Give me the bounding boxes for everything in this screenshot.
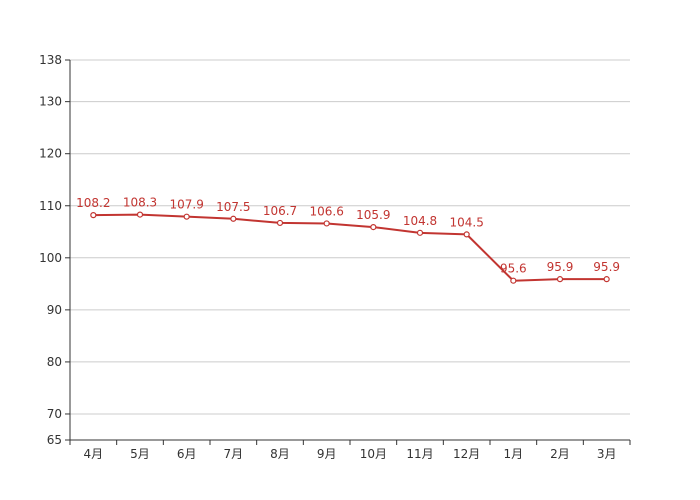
data-point <box>136 211 144 218</box>
x-tick-label: 4月 <box>84 447 104 461</box>
data-point <box>323 220 330 227</box>
y-tick-label: 80 <box>47 355 62 369</box>
data-point <box>463 231 470 238</box>
x-tick-label: 1月 <box>504 447 524 461</box>
data-label: 107.5 <box>216 200 250 214</box>
data-point <box>370 223 377 231</box>
data-labels: 108.2 108.3 107.9 107.5 106.7 106.6 105.9 104.8… <box>76 196 620 276</box>
data-label: 106.6 <box>309 204 343 218</box>
y-tick-label: 90 <box>47 303 62 317</box>
data-label: 95.6 <box>500 262 527 276</box>
x-tick-label: 12月 <box>453 447 480 461</box>
y-tick-label: 65 <box>47 433 62 447</box>
data-label: 95.9 <box>593 260 620 274</box>
data-point <box>603 276 610 283</box>
data-label: 104.8 <box>403 214 437 228</box>
data-label: 108.2 <box>76 196 110 210</box>
x-tick-label: 11月 <box>406 447 433 461</box>
x-tick-label: 6月 <box>177 447 197 461</box>
data-point <box>276 219 284 227</box>
x-tick-label: 9月 <box>317 447 337 461</box>
data-point <box>230 215 237 222</box>
data-label: 95.9 <box>547 260 574 274</box>
data-label: 105.9 <box>356 208 390 222</box>
axes: 65 70 80 90 100 110 120 130 138 4月 5月 6月 7月 8月 9月 10月 11… <box>39 53 631 461</box>
y-tick-label: 70 <box>47 407 62 421</box>
y-tick-label: 138 <box>39 53 62 67</box>
x-tick-label: 10月 <box>360 447 387 461</box>
x-tick-label: 2月 <box>550 447 570 461</box>
y-tick-label: 120 <box>39 147 62 161</box>
y-tick-label: 130 <box>39 95 62 109</box>
series-line <box>93 213 607 282</box>
grid-lines <box>70 59 630 415</box>
y-tick-label: 100 <box>39 251 62 265</box>
data-label: 107.9 <box>169 198 203 212</box>
data-point <box>510 277 517 284</box>
x-tick-label: 5月 <box>130 447 150 461</box>
data-point <box>416 229 424 236</box>
data-point <box>556 276 564 283</box>
y-tick-label: 110 <box>39 199 62 213</box>
x-tick-label: 3月 <box>597 447 617 461</box>
data-label: 104.5 <box>449 215 483 229</box>
data-point <box>183 213 190 220</box>
data-label: 108.3 <box>123 196 157 210</box>
data-label: 106.7 <box>263 204 297 218</box>
series-layer <box>90 211 610 284</box>
data-point <box>90 212 97 219</box>
x-tick-label: 8月 <box>270 447 290 461</box>
x-tick-label: 7月 <box>224 447 244 461</box>
